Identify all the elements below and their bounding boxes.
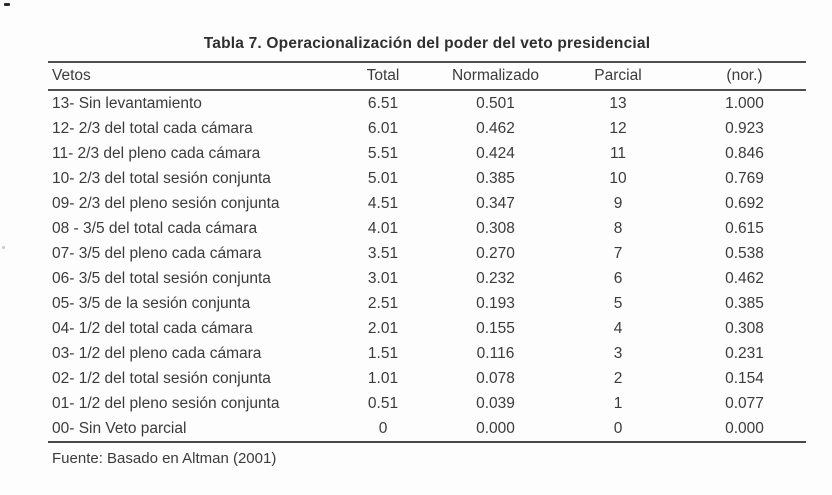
total-value-cell: 6.51 [367, 94, 399, 112]
parcial-value-cell: 3 [613, 344, 623, 362]
table-row: 10- 2/3 del total sesión conjunta 5.01 0.3… [48, 166, 806, 191]
parcial-value-cell: 12 [609, 119, 627, 137]
total-value-cell: 4.51 [367, 194, 399, 212]
nor-value-cell: 0.692 [725, 194, 764, 212]
table-row: 03- 1/2 del pleno cada cámara 1.51 0.116 3 0… [48, 341, 806, 366]
total-value-cell: 6.01 [367, 119, 399, 137]
total-value-cell: 2.51 [367, 294, 399, 312]
normalizado-value-cell: 0.385 [476, 169, 515, 187]
nor-value-cell: 0.462 [725, 269, 764, 287]
veto-label-cell: 10- 2/3 del total sesión conjunta [52, 169, 271, 187]
nor-value-cell: 0.615 [725, 219, 764, 237]
normalizado-value-cell: 0.232 [476, 269, 515, 287]
nor-value-cell: 0.769 [725, 169, 764, 187]
total-value-cell: 2.01 [367, 319, 399, 337]
table-row: 11- 2/3 del pleno cada cámara 5.51 0.424 11… [48, 141, 806, 166]
nor-value-cell: 0.385 [725, 294, 764, 312]
parcial-value-cell: 1 [613, 394, 623, 412]
total-value-cell: 3.51 [367, 244, 399, 262]
table-row: 01- 1/2 del pleno sesión conjunta 0.51 0.0… [48, 391, 806, 416]
table-row: 09- 2/3 del pleno sesión conjunta 4.51 0.3… [48, 191, 806, 216]
column-header-total: Total [366, 67, 400, 84]
veto-label-cell: 05- 3/5 de la sesión conjunta [52, 294, 251, 312]
veto-label-cell: 06- 3/5 del total sesión conjunta [52, 269, 271, 287]
column-header-normalizado: Normalizado [451, 67, 539, 84]
parcial-value-cell: 10 [609, 169, 627, 187]
column-header-nor: (nor.) [726, 67, 763, 84]
veto-label-cell: 04- 1/2 del total cada cámara [52, 319, 253, 337]
parcial-value-cell: 4 [613, 319, 623, 337]
table-row: 12- 2/3 del total cada cámara 6.01 0.462 12… [48, 116, 806, 141]
table-header-row: Vetos Total Normalizado Parcial (nor.) [48, 63, 806, 91]
normalizado-value-cell: 0.347 [476, 194, 515, 212]
nor-value-cell: 0.231 [725, 344, 764, 362]
veto-label-cell: 09- 2/3 del pleno sesión conjunta [52, 194, 280, 212]
parcial-value-cell: 8 [613, 219, 623, 237]
veto-label-cell: 11- 2/3 del pleno cada cámara [52, 144, 261, 162]
normalizado-value-cell: 0.039 [476, 394, 515, 412]
total-value-cell: 4.01 [367, 219, 399, 237]
normalizado-value-cell: 0.193 [476, 294, 515, 312]
total-value-cell: 0.51 [367, 394, 399, 412]
column-header-vetos: Vetos [52, 67, 91, 84]
table-row: 06- 3/5 del total sesión conjunta 3.01 0.2… [48, 266, 806, 291]
nor-value-cell: 0.077 [725, 394, 764, 412]
parcial-value-cell: 5 [613, 294, 623, 312]
veto-label-cell: 03- 1/2 del pleno cada cámara [52, 344, 262, 362]
total-value-cell: 5.01 [367, 169, 399, 187]
veto-power-table: Vetos Total Normalizado Parcial (nor.) 1… [48, 61, 806, 443]
nor-value-cell: 0.154 [725, 369, 764, 387]
normalizado-value-cell: 0.155 [476, 319, 515, 337]
total-value-cell: 3.01 [367, 269, 399, 287]
normalizado-value-cell: 0.462 [476, 119, 515, 137]
normalizado-value-cell: 0.501 [476, 94, 515, 112]
total-value-cell: 1.51 [367, 344, 399, 362]
nor-value-cell: 1.000 [725, 94, 764, 112]
parcial-value-cell: 7 [613, 244, 623, 262]
nor-value-cell: 0.308 [725, 319, 764, 337]
table-title: Tabla 7. Operacionalización del poder de… [203, 35, 651, 52]
parcial-value-cell: 6 [613, 269, 623, 287]
parcial-value-cell: 11 [609, 144, 627, 162]
veto-label-cell: 12- 2/3 del total cada cámara [52, 119, 253, 137]
normalizado-value-cell: 0.116 [476, 344, 515, 362]
veto-label-cell: 07- 3/5 del pleno cada cámara [52, 244, 262, 262]
scan-artifact [2, 246, 5, 249]
table-row: 07- 3/5 del pleno cada cámara 3.51 0.270 7 0… [48, 241, 806, 266]
veto-label-cell: 00- Sin Veto parcial [52, 419, 187, 437]
nor-value-cell: 0.846 [725, 144, 764, 162]
veto-label-cell: 08 - 3/5 del total cada cámara [52, 219, 258, 237]
total-value-cell: 0 [378, 419, 388, 437]
veto-label-cell: 01- 1/2 del pleno sesión conjunta [52, 394, 280, 412]
parcial-value-cell: 2 [613, 369, 623, 387]
total-value-cell: 5.51 [367, 144, 399, 162]
parcial-value-cell: 0 [613, 419, 623, 437]
table-row: 13- Sin levantamiento 6.51 0.501 13 1.000 [48, 91, 806, 116]
normalizado-value-cell: 0.000 [476, 419, 515, 437]
table-body: 13- Sin levantamiento 6.51 0.501 13 1.000 12-… [48, 91, 806, 441]
normalizado-value-cell: 0.078 [476, 369, 515, 387]
source-note: Fuente: Basado en Altman (2001) [52, 450, 277, 467]
nor-value-cell: 0.923 [725, 119, 764, 137]
normalizado-value-cell: 0.424 [476, 144, 515, 162]
table-row: 04- 1/2 del total cada cámara 2.01 0.155 4 0… [48, 316, 806, 341]
parcial-value-cell: 13 [609, 94, 627, 112]
scan-artifact [4, 3, 10, 6]
nor-value-cell: 0.000 [725, 419, 764, 437]
table-row: 00- Sin Veto parcial 0 0.000 0 0.000 [48, 416, 806, 441]
normalizado-value-cell: 0.308 [476, 219, 515, 237]
nor-value-cell: 0.538 [725, 244, 764, 262]
total-value-cell: 1.01 [367, 369, 399, 387]
table-row: 02- 1/2 del total sesión conjunta 1.01 0.0… [48, 366, 806, 391]
column-header-parcial: Parcial [594, 67, 642, 84]
normalizado-value-cell: 0.270 [476, 244, 515, 262]
table-row: 05- 3/5 de la sesión conjunta 2.51 0.193 5 0… [48, 291, 806, 316]
veto-label-cell: 13- Sin levantamiento [52, 94, 202, 112]
veto-label-cell: 02- 1/2 del total sesión conjunta [52, 369, 271, 387]
parcial-value-cell: 9 [613, 194, 623, 212]
table-row: 08 - 3/5 del total cada cámara 4.01 0.308 8… [48, 216, 806, 241]
